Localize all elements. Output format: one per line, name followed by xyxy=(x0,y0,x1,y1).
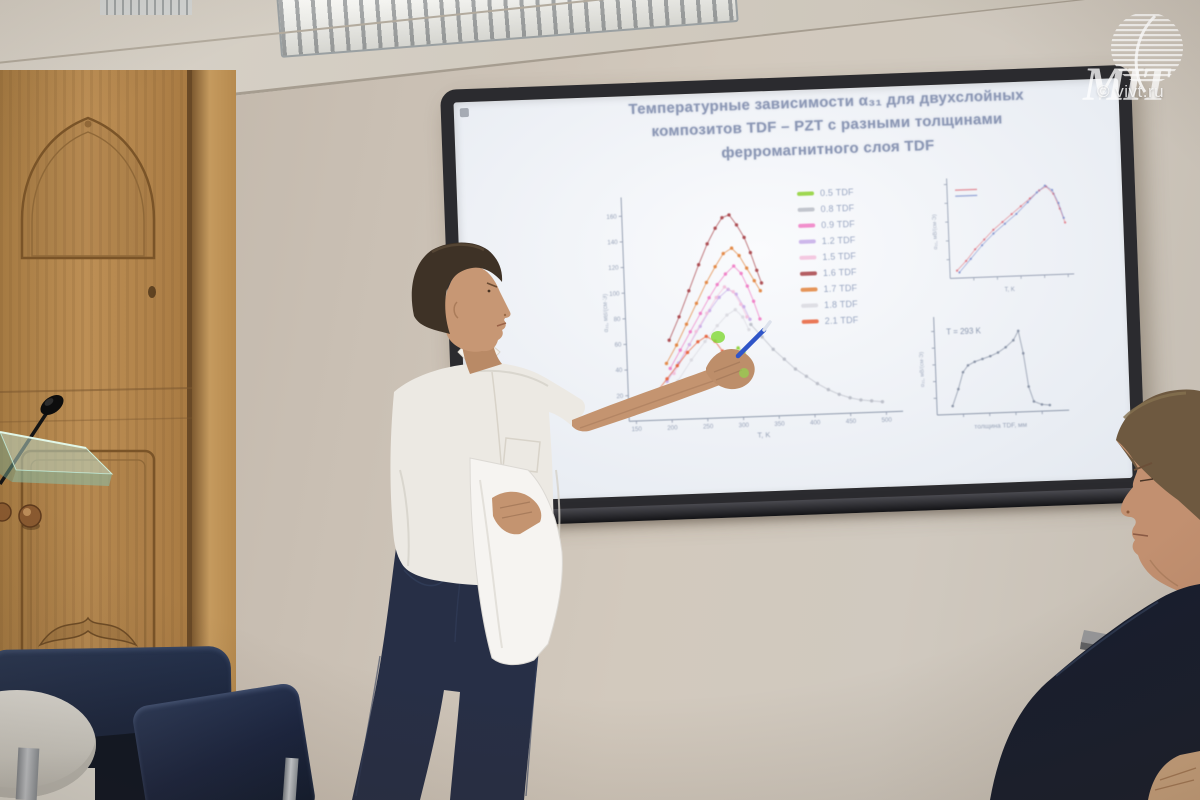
door-lock-mark xyxy=(148,286,156,298)
door-arch-panel xyxy=(20,116,156,260)
svg-text:60: 60 xyxy=(614,342,622,349)
svg-text:20: 20 xyxy=(616,393,624,400)
svg-text:толщина TDF, мм: толщина TDF, мм xyxy=(974,422,1027,431)
pen-tip xyxy=(762,320,772,332)
svg-text:160: 160 xyxy=(606,213,617,220)
hand-fingers xyxy=(713,361,743,381)
audience-face xyxy=(1116,440,1200,597)
svg-text:300: 300 xyxy=(739,422,750,429)
green-marker-glow xyxy=(711,331,725,343)
presenter-ear xyxy=(453,301,459,319)
audience-lips xyxy=(1132,533,1149,537)
presenter-mouth xyxy=(496,322,507,327)
blue-pen xyxy=(735,327,767,359)
paper-fold xyxy=(479,479,503,649)
left-hand-fingers xyxy=(499,501,533,519)
audience-jaw-shadow xyxy=(1149,559,1179,587)
svg-text:500: 500 xyxy=(881,417,892,424)
svg-text:α₃₁, мВ/(см·Э): α₃₁, мВ/(см·Э) xyxy=(932,214,939,250)
svg-text:120: 120 xyxy=(608,265,619,272)
door-arch-finial xyxy=(84,120,92,128)
audience-hair-highlight xyxy=(1122,391,1187,420)
projected-slide: Температурные зависимости α₃₁ для двухсл… xyxy=(453,78,1132,502)
door-knob-highlight xyxy=(23,508,31,516)
presenter-face xyxy=(444,266,511,352)
audience-member xyxy=(990,389,1200,800)
door-carved-ornament xyxy=(37,616,139,647)
svg-text:200: 200 xyxy=(667,425,678,432)
audience-eye xyxy=(1139,478,1154,482)
door-knob-2 xyxy=(0,502,12,522)
audience-shoulder xyxy=(990,584,1200,800)
door-seam xyxy=(187,70,192,800)
audience-eyebrow xyxy=(1133,462,1153,471)
door-mid-rail-2 xyxy=(0,417,193,423)
interactive-whiteboard: Температурные зависимости α₃₁ для двухсл… xyxy=(440,64,1149,528)
presenter-forearm xyxy=(572,361,740,432)
door-arch-inner xyxy=(31,131,145,257)
svg-text:150: 150 xyxy=(631,426,642,433)
svg-text:80: 80 xyxy=(614,316,622,323)
svg-text:140: 140 xyxy=(607,239,618,246)
svg-text:T, K: T, K xyxy=(1004,287,1015,293)
inset-chart-1: T, K α₃₁, мВ/(см·Э) xyxy=(932,178,1075,293)
door-mid-rail xyxy=(0,387,193,393)
green-marker-glow-2 xyxy=(739,368,749,378)
table-leg xyxy=(15,747,40,800)
shirt-pocket xyxy=(502,437,541,473)
svg-text:α₃₁, мВ/(см·Э): α₃₁, мВ/(см·Э) xyxy=(919,352,926,388)
svg-text:400: 400 xyxy=(810,419,821,426)
presenter xyxy=(352,242,772,800)
svg-text:100: 100 xyxy=(609,290,620,297)
svg-text:T, K: T, K xyxy=(757,430,770,439)
presenter-hair xyxy=(411,242,503,334)
presenter-eye xyxy=(487,289,491,293)
hair-highlight xyxy=(431,243,485,254)
presenter-nostril xyxy=(503,313,507,317)
main-chart: 150 200 250 300 350 400 450 500 20 40 60 80 100 120 14… xyxy=(603,197,904,440)
svg-text:450: 450 xyxy=(846,418,857,425)
ceiling-vent xyxy=(100,0,192,15)
svg-text:350: 350 xyxy=(774,421,785,428)
shoulder-highlight xyxy=(1055,601,1159,677)
inset-chart-2: толщина TDF, мм α₃₁, мВ/(см·Э) T = 293 K xyxy=(919,317,1070,431)
svg-text:40: 40 xyxy=(615,367,623,374)
presenter-eyebrow xyxy=(486,282,498,288)
svg-text:T = 293 K: T = 293 K xyxy=(946,326,982,336)
audience-nostril xyxy=(1126,510,1130,514)
glass-lectern xyxy=(0,431,114,486)
forearm-shading xyxy=(579,375,729,429)
svg-text:250: 250 xyxy=(703,423,714,430)
svg-text:α₃₁, мВ/(см·Э): α₃₁, мВ/(см·Э) xyxy=(603,294,610,333)
audience-hand-fingers xyxy=(1154,767,1197,791)
